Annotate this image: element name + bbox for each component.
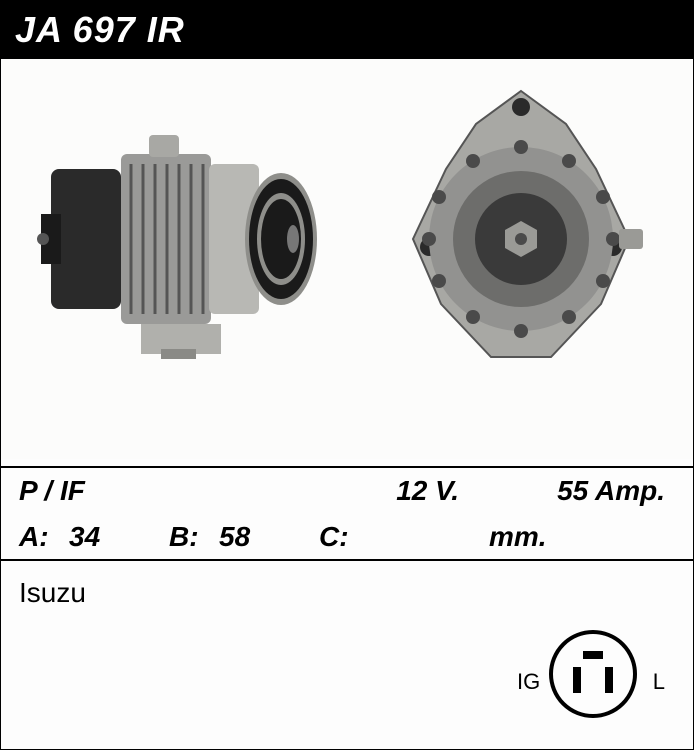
brand-label: Isuzu (1, 563, 104, 609)
alternator-side-view (31, 99, 331, 359)
product-image-area (1, 59, 693, 459)
connector-label-right: L (653, 669, 665, 695)
spec-row-1: P / IF 12 V. 55 Amp. (1, 471, 693, 511)
part-number: JA 697 IR (15, 9, 185, 50)
header-bar: JA 697 IR (1, 1, 693, 59)
voltage: 12 V. (319, 475, 479, 507)
dim-unit: mm. (479, 521, 675, 553)
divider-top (1, 466, 693, 468)
dim-a-label: A: (19, 521, 69, 553)
alternator-front-view (391, 79, 651, 379)
connector-diagram: IG L (523, 619, 663, 729)
spec-block: P / IF 12 V. 55 Amp. A: 34 B: 58 C: mm. (1, 471, 693, 557)
connector-label-left: IG (517, 669, 540, 695)
dim-c-value (369, 521, 479, 553)
dim-b-value: 58 (219, 521, 319, 553)
dim-a-value: 34 (69, 521, 169, 553)
spec-row-2: A: 34 B: 58 C: mm. (1, 517, 693, 557)
dim-b-label: B: (169, 521, 219, 553)
amperage: 55 Amp. (479, 475, 675, 507)
dim-c-label: C: (319, 521, 369, 553)
catalog-page: JA 697 IR (0, 0, 694, 750)
type-label: P / IF (19, 475, 319, 507)
divider-bottom (1, 559, 693, 561)
